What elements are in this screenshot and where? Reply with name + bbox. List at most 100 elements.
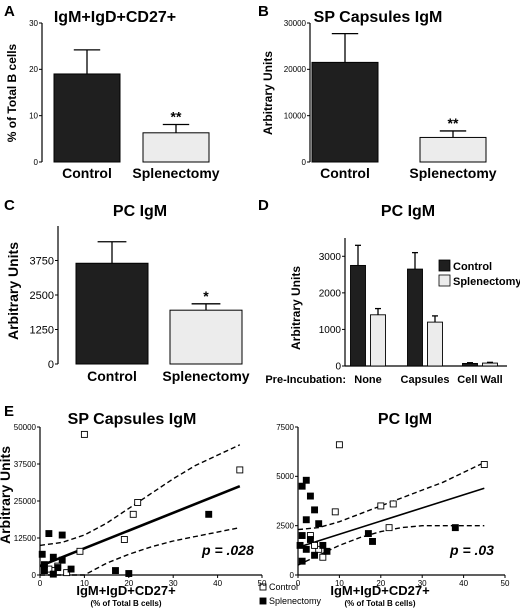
panel-e2-point-control-2 [389, 500, 397, 508]
panel-e-legend-control-label: Control [269, 582, 298, 592]
panel-e1-ci-lower [40, 526, 240, 576]
panel-e1-point-control-2 [134, 499, 142, 506]
panel-e2-point-splenectomy-11 [298, 557, 306, 565]
panel-e2-ytick-label-0: 0 [290, 571, 295, 580]
panel-label-a: A [4, 3, 15, 20]
panel-e1-point-control-0 [80, 430, 88, 438]
panel-d-cat-cellwall: Cell Wall [457, 374, 502, 386]
panel-a-cat-control: Control [62, 165, 112, 181]
panel-e1-xtick-label-4: 40 [213, 579, 222, 588]
panel-d-ytick-label-2: 2000 [319, 288, 342, 299]
panel-e2-ci-upper [297, 461, 485, 531]
panel-e1-point-control-8 [63, 569, 71, 577]
panel-e-legend-splenectomy-marker [259, 597, 267, 605]
panel-e1-point-splenectomy-0 [45, 530, 53, 538]
panel-a-annotation-1: ** [171, 108, 182, 124]
panel-e2-xtick-label-5: 50 [501, 579, 510, 588]
panel-e2-xtick-label-1: 10 [335, 579, 344, 588]
panel-e1-xlabel: IgM+IgD+CD27+ [76, 583, 176, 598]
panel-e1-point-splenectomy-5 [40, 561, 48, 569]
panel-e1-xlabel-sub: (% of Total B cells) [91, 599, 162, 608]
panel-b-bar-control [311, 61, 379, 163]
panel-d-cat-capsules: Capsules [401, 374, 450, 386]
panel-e2-point-splenectomy-6 [298, 532, 306, 539]
panel-a-ylabel: % of Total B cells [5, 43, 19, 142]
panel-e1-title: SP Capsules IgM [68, 411, 197, 428]
panel-d-bar-none-splenectomy [370, 314, 386, 367]
panel-a-ytick-label-2: 20 [29, 65, 38, 74]
panel-e2-point-control-6 [315, 545, 323, 553]
panel-e2-point-control-3 [377, 502, 385, 510]
panel-label-d: D [258, 197, 269, 214]
panel-e1-fit-line [39, 484, 241, 568]
panel-b-annotation-1: ** [448, 115, 459, 131]
panel-e2-fit-line [297, 487, 485, 549]
panel-e2-point-control-5 [331, 508, 339, 516]
panel-e1-ytick-label-4: 50000 [14, 423, 37, 432]
panel-d-group-label: Pre-Incubation: [265, 374, 346, 386]
panel-e1-point-splenectomy-2 [38, 550, 46, 558]
panel-label-c: C [4, 197, 15, 214]
panel-e1-ytick-label-3: 37500 [14, 460, 37, 469]
panel-c-cat-control: Control [87, 368, 137, 384]
panel-c-bar-control [75, 262, 149, 365]
panel-e2-point-splenectomy-16 [296, 541, 304, 549]
panel-b-ytick-label-3: 30000 [284, 19, 307, 28]
panel-b-cat-control: Control [320, 165, 370, 181]
panel-d-bar-cell-wall-splenectomy [482, 362, 498, 367]
panel-e1-point-splenectomy-8 [40, 567, 48, 575]
panel-b-title: SP Capsules IgM [314, 9, 443, 26]
panel-c-ytick-label-2: 2500 [30, 290, 54, 302]
panel-a-cat-splenectomy: Splenectomy [132, 165, 219, 181]
panel-c-bar-splenectomy [169, 309, 243, 365]
panel-e2-pvalue: p = .03 [449, 542, 494, 558]
panel-e1-point-control-3 [129, 510, 137, 518]
panel-b-ytick-label-2: 20000 [284, 65, 307, 74]
panel-e2-point-splenectomy-7 [306, 536, 314, 543]
panel-e2-point-splenectomy-10 [311, 551, 319, 559]
panel-c-ytick-label-1: 1250 [30, 324, 54, 336]
panel-d-bar-none-control [350, 264, 366, 367]
panel-e1-point-splenectomy-12 [205, 510, 213, 518]
panel-d-title: PC IgM [381, 203, 435, 220]
panel-e2-ytick-label-1: 2500 [276, 521, 294, 530]
panel-b-bar-splenectomy [419, 136, 487, 163]
panel-d-cat-none: None [354, 374, 382, 386]
panel-e1-ytick-label-2: 25000 [14, 497, 37, 506]
panel-e2-point-splenectomy-0 [298, 482, 306, 490]
panel-e1-ylabel: Arbitrary Units [0, 446, 13, 544]
panel-e-legend-control-marker [259, 583, 267, 591]
panel-e2-point-splenectomy-8 [319, 541, 327, 549]
panel-e2-ytick-label-2: 5000 [276, 472, 294, 481]
panel-e1-xtick-label-2: 20 [124, 579, 133, 588]
panel-e2-point-splenectomy-9 [302, 545, 310, 553]
panel-e2-point-splenectomy-14 [369, 538, 376, 545]
panel-d-ytick-label-0: 0 [335, 362, 341, 373]
panel-e1-xtick-label-3: 30 [169, 579, 178, 588]
panel-e2-point-control-0 [335, 441, 343, 449]
panel-e2-point-splenectomy-4 [302, 516, 310, 524]
panel-e1-point-splenectomy-4 [58, 556, 66, 564]
panel-e2-xlabel-sub: (% of Total B cells) [345, 599, 416, 608]
panel-a-ytick-label-0: 0 [34, 158, 39, 167]
panel-b-ytick-label-1: 10000 [284, 111, 307, 120]
panel-b-cat-splenectomy: Splenectomy [409, 165, 496, 181]
panel-a-title: IgM+IgD+CD27+ [54, 9, 176, 26]
panel-a-ytick-label-1: 10 [29, 111, 38, 120]
panel-e2-xtick-label-3: 30 [418, 579, 427, 588]
panel-e1-ci-upper [39, 444, 241, 547]
panel-e2-point-splenectomy-13 [364, 530, 372, 538]
panel-e1-point-splenectomy-7 [67, 565, 75, 573]
panel-d-ylabel: Arbitrary Units [289, 266, 303, 350]
panel-d-legend-control-label: Control [453, 261, 492, 273]
panel-e2-ytick-label-3: 7500 [276, 423, 294, 432]
panel-a-bar-control [53, 73, 121, 163]
panel-d-ytick-label-3: 3000 [319, 252, 342, 263]
panel-e2-point-splenectomy-1 [302, 476, 310, 484]
panel-e1-point-splenectomy-11 [125, 570, 133, 577]
panel-e1-point-splenectomy-3 [49, 553, 57, 561]
panel-a-bar-splenectomy [142, 132, 210, 163]
panel-e1-point-control-1 [236, 466, 244, 474]
panel-e1-point-splenectomy-6 [54, 564, 62, 572]
